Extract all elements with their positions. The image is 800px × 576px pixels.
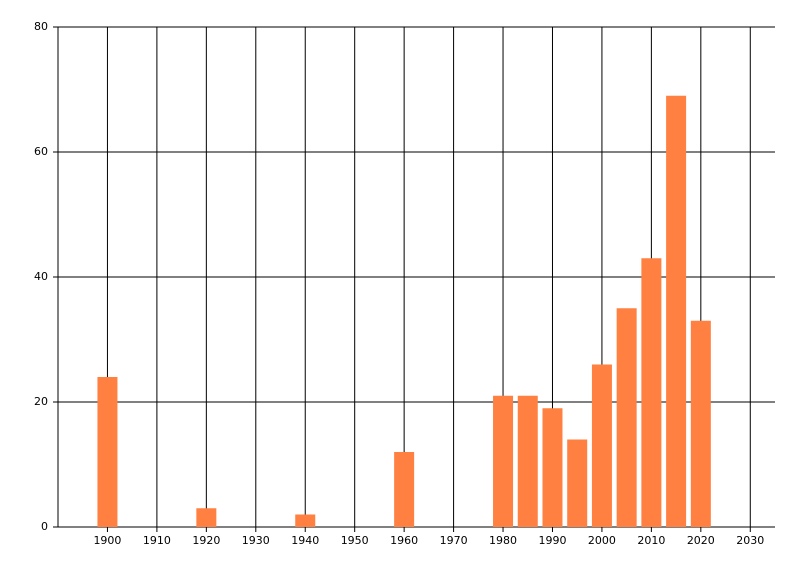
x-tick-label: 2020: [687, 534, 715, 547]
bar: [666, 95, 687, 527]
bar: [690, 320, 711, 527]
bar: [196, 508, 217, 527]
y-tick-label: 0: [41, 520, 48, 533]
bar: [493, 395, 514, 527]
x-tick-label: 1960: [390, 534, 418, 547]
x-tick-label: 2000: [588, 534, 616, 547]
x-tick-label: 1900: [93, 534, 121, 547]
bar: [295, 514, 316, 527]
bar: [591, 364, 612, 527]
bar: [567, 439, 588, 527]
y-tick-label: 80: [34, 20, 48, 33]
y-tick-label: 40: [34, 270, 48, 283]
bar: [542, 408, 563, 527]
y-tick-label: 20: [34, 395, 48, 408]
x-tick-label: 1920: [192, 534, 220, 547]
x-tick-label: 2010: [637, 534, 665, 547]
bar: [394, 452, 415, 527]
x-tick-label: 2030: [736, 534, 764, 547]
bar: [641, 258, 662, 527]
bar: [616, 308, 637, 527]
y-tick-label: 60: [34, 145, 48, 158]
x-tick-label: 1950: [341, 534, 369, 547]
x-tick-label: 1970: [440, 534, 468, 547]
x-tick-label: 1930: [242, 534, 270, 547]
bar: [517, 395, 538, 527]
x-tick-label: 1910: [143, 534, 171, 547]
x-tick-label: 1940: [291, 534, 319, 547]
x-tick-label: 1990: [538, 534, 566, 547]
x-tick-label: 1980: [489, 534, 517, 547]
bar: [97, 377, 118, 527]
